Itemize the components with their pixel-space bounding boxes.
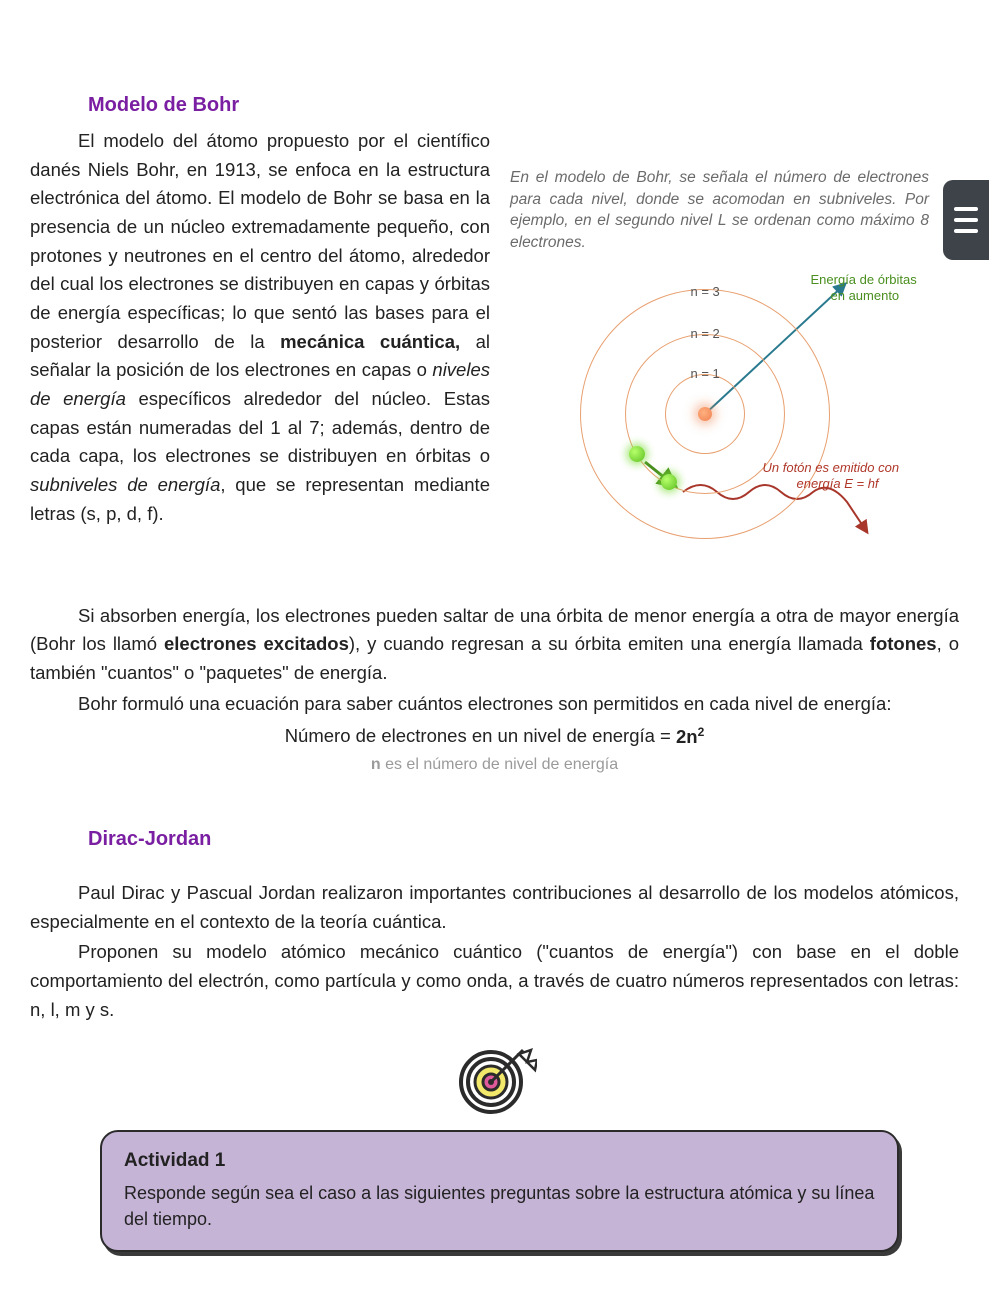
- section-title-bohr: Modelo de Bohr: [88, 90, 959, 121]
- energy-label: en aumento: [831, 286, 900, 306]
- foton-label: energía E = hf: [797, 474, 879, 494]
- bohr-paragraph-3: Bohr formuló una ecuación para saber cuá…: [30, 690, 959, 719]
- menu-bar-icon: [954, 218, 978, 222]
- bohr-two-column: El modelo del átomo propuesto por el cie…: [30, 127, 959, 564]
- menu-bar-icon: [954, 229, 978, 233]
- section-title-dirac: Dirac-Jordan: [88, 824, 959, 855]
- bohr-figure-column: En el modelo de Bohr, se señala el númer…: [510, 127, 959, 564]
- target-icon: [453, 1038, 537, 1118]
- activity-body: Responde según sea el caso a las siguien…: [124, 1180, 875, 1232]
- activity-title: Actividad 1: [124, 1146, 875, 1175]
- dirac-section: Dirac-Jordan Paul Dirac y Pascual Jordan…: [30, 824, 959, 1024]
- activity-box: Actividad 1 Responde según sea el caso a…: [100, 1130, 899, 1252]
- dirac-paragraph-1: Paul Dirac y Pascual Jordan realizaron i…: [30, 879, 959, 936]
- bohr-figure-caption: En el modelo de Bohr, se señala el númer…: [510, 167, 929, 254]
- bohr-diagram: n = 1n = 2n = 3Energía de órbitasen aume…: [515, 264, 925, 564]
- menu-button[interactable]: [943, 180, 989, 260]
- bohr-formula: Número de electrones en un nivel de ener…: [30, 722, 959, 751]
- bohr-paragraph: El modelo del átomo propuesto por el cie…: [30, 127, 490, 564]
- dirac-paragraph-2: Proponen su modelo atómico mecánico cuán…: [30, 938, 959, 1024]
- orbit-label: n = 3: [691, 282, 720, 302]
- bohr-paragraph-2: Si absorben energía, los electrones pued…: [30, 602, 959, 688]
- electron: [661, 474, 677, 490]
- bohr-formula-note: n es el número de nivel de energía: [30, 753, 959, 778]
- nucleus: [698, 407, 712, 421]
- menu-bar-icon: [954, 207, 978, 211]
- electron: [629, 446, 645, 462]
